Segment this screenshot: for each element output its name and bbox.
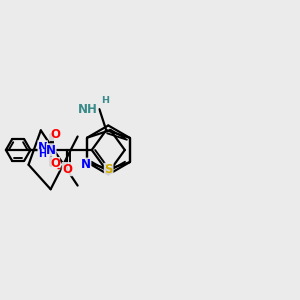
Text: -: - bbox=[57, 164, 61, 174]
Text: S: S bbox=[104, 164, 113, 176]
Text: H: H bbox=[101, 96, 110, 105]
Text: O: O bbox=[50, 157, 60, 170]
Text: N: N bbox=[81, 158, 91, 171]
Text: N: N bbox=[38, 141, 48, 154]
Text: +: + bbox=[48, 142, 55, 152]
Text: NH: NH bbox=[78, 103, 98, 116]
Text: O: O bbox=[50, 128, 60, 141]
Text: O: O bbox=[62, 163, 72, 176]
Text: H: H bbox=[39, 149, 47, 159]
Text: N: N bbox=[46, 143, 56, 157]
